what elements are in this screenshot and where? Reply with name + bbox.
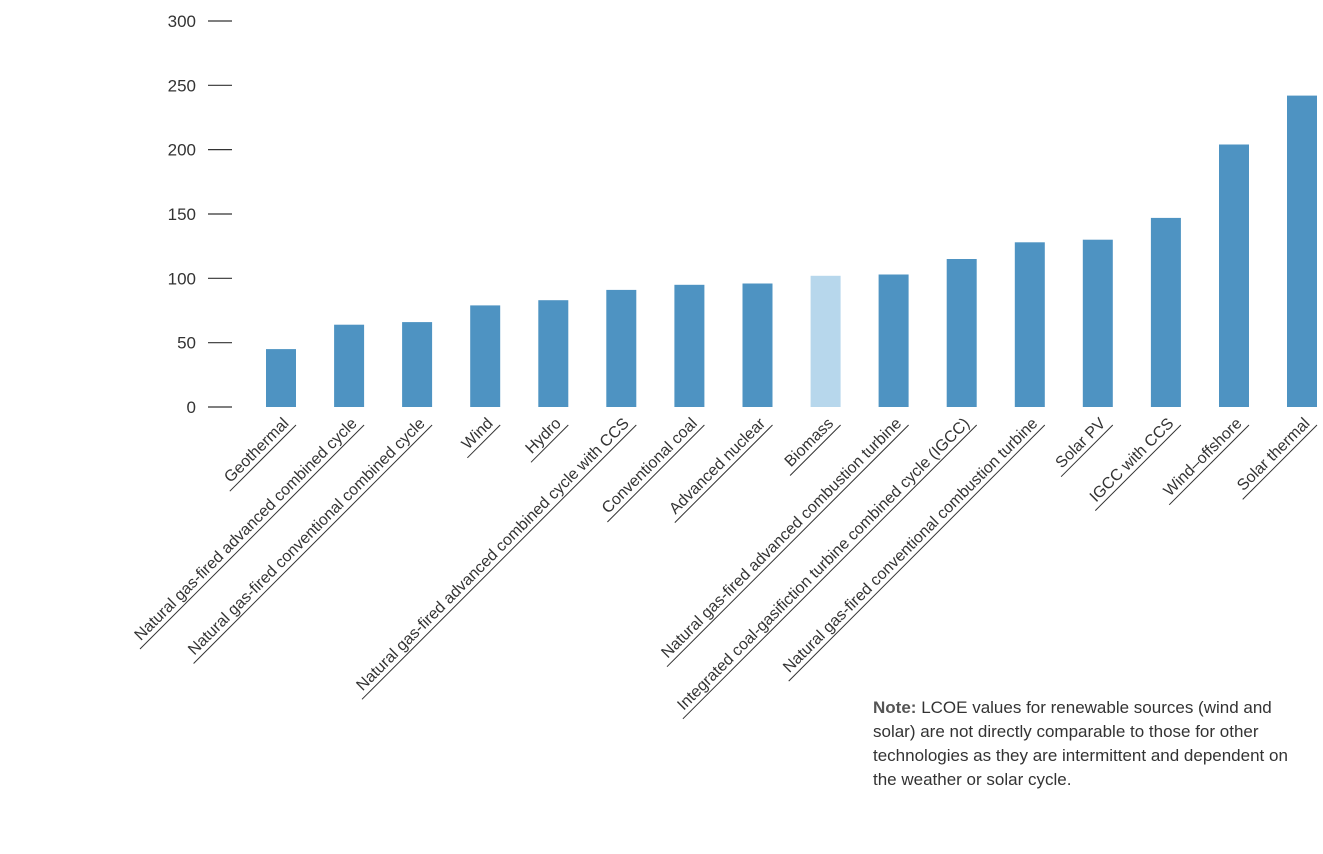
- category-label-4: Hydro: [523, 415, 565, 457]
- bar-13: [1150, 217, 1181, 407]
- category-leader-line-0: [229, 424, 297, 492]
- bar-1: [334, 324, 365, 407]
- chart-note: Note: LCOE values for renewable sources …: [873, 696, 1313, 792]
- y-tick-label-50: 50: [177, 334, 196, 353]
- bar-11: [1014, 242, 1045, 407]
- category-leader-line-11: [788, 424, 1046, 682]
- category-label-11: Natural gas-fired conventional combustio…: [780, 415, 1041, 676]
- category-label-12: Solar PV: [1053, 415, 1110, 472]
- category-leader-line-15: [1242, 424, 1318, 500]
- y-axis: 0 50 100 150 200 250 300: [168, 12, 232, 417]
- note-label: Note:: [873, 698, 917, 717]
- category-leader-line-8: [789, 424, 841, 476]
- bar-9: [878, 274, 909, 407]
- category-label-8: Biomass: [782, 415, 837, 470]
- category-leader-line-13: [1094, 424, 1182, 511]
- y-tick-label-300: 300: [168, 12, 196, 31]
- category-leader-line-9: [666, 424, 909, 668]
- bar-12: [1082, 239, 1113, 407]
- bar-15: [1287, 95, 1317, 407]
- category-leader-line-5: [361, 424, 637, 700]
- bar-8: [810, 275, 841, 407]
- bar-7: [742, 283, 773, 407]
- category-label-0: Geothermal: [221, 415, 292, 486]
- category-leader-line-3: [467, 424, 501, 459]
- bar-3: [470, 305, 501, 407]
- category-labels: Geothermal Natural gas-fired advanced com…: [132, 415, 1318, 720]
- bar-2: [402, 322, 433, 407]
- y-tick-label-100: 100: [168, 269, 196, 288]
- category-leader-line-6: [607, 424, 705, 523]
- category-label-15: Solar thermal: [1234, 415, 1313, 494]
- category-label-9: Natural gas-fired advanced combustion tu…: [658, 415, 905, 662]
- category-leader-line-7: [674, 424, 773, 523]
- y-tick-label-200: 200: [168, 141, 196, 160]
- category-leader-line-2: [193, 424, 433, 664]
- bar-6: [674, 284, 705, 407]
- y-tick-label-250: 250: [168, 76, 196, 95]
- bar-10: [946, 259, 977, 407]
- category-label-2: Natural gas-fired conventional combined …: [185, 415, 429, 659]
- category-leader-line-14: [1168, 424, 1250, 506]
- bars: [266, 95, 1317, 407]
- y-tick-label-150: 150: [168, 205, 196, 224]
- category-leader-line-12: [1060, 424, 1114, 478]
- category-leader-line-1: [139, 424, 365, 650]
- bar-4: [538, 300, 569, 407]
- note-text: LCOE values for renewable sources (wind …: [873, 698, 1288, 789]
- bar-14: [1219, 144, 1249, 407]
- y-tick-label-0: 0: [187, 398, 196, 417]
- bar-5: [606, 289, 637, 407]
- category-leader-line-4: [530, 424, 569, 463]
- bar-0: [266, 349, 296, 407]
- category-leader-line-10: [682, 424, 978, 720]
